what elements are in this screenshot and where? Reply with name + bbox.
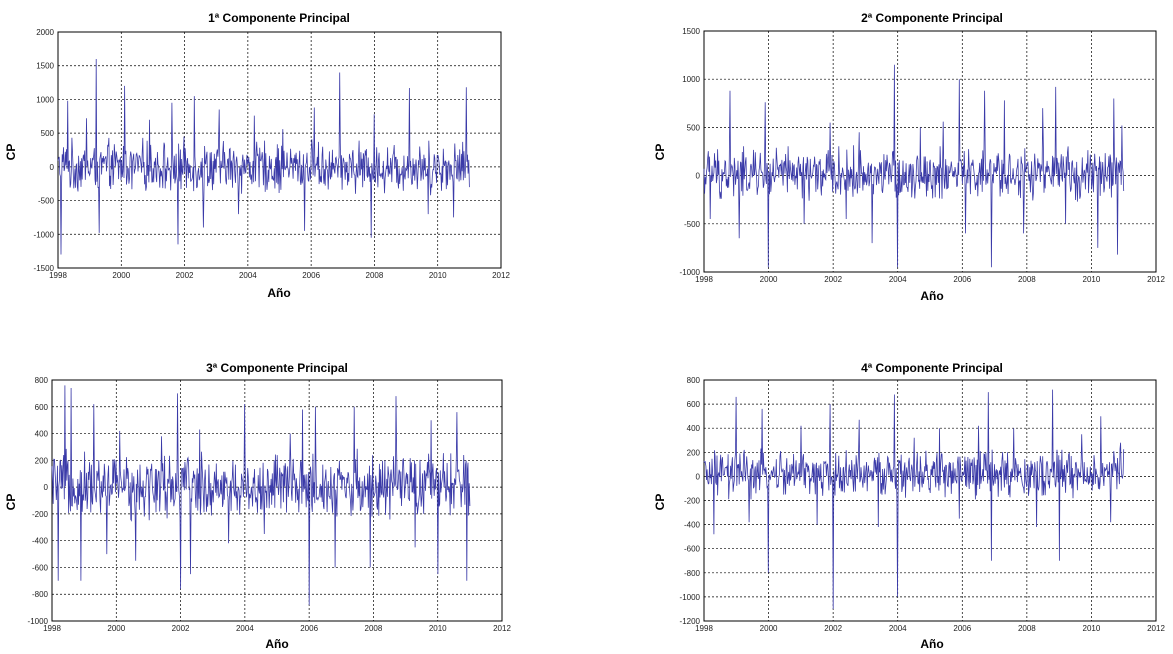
y-tick-label: 600 (687, 400, 701, 409)
x-tick-label: 2008 (1018, 275, 1036, 284)
x-tick-label: 2008 (1018, 624, 1036, 633)
y-tick-label: 200 (35, 456, 49, 465)
series-line (703, 389, 1125, 609)
chart-3-xlabel: Año (265, 637, 288, 651)
chart-3-title: 3ª Componente Principal (206, 361, 348, 375)
y-tick-label: 800 (687, 376, 701, 385)
chart-4-title: 4ª Componente Principal (861, 361, 1003, 375)
y-tick-label: 200 (687, 448, 701, 457)
y-tick-label: -500 (38, 197, 55, 206)
chart-2-xlabel: Año (920, 289, 943, 303)
x-tick-label: 2004 (236, 624, 254, 633)
x-tick-label: 2002 (172, 624, 190, 633)
y-tick-label: 400 (35, 430, 49, 439)
y-tick-label: 0 (696, 472, 701, 481)
y-tick-label: -1000 (680, 593, 701, 602)
x-tick-label: 2010 (1083, 624, 1101, 633)
x-tick-label: 2002 (176, 271, 194, 280)
x-tick-label: 2010 (429, 271, 447, 280)
x-tick-label: 2006 (953, 275, 971, 284)
y-tick-label: -800 (684, 569, 701, 578)
x-tick-label: 2000 (760, 275, 778, 284)
y-tick-label: 500 (41, 129, 55, 138)
x-tick-label: 2008 (365, 624, 383, 633)
x-tick-label: 2006 (300, 624, 318, 633)
x-tick-label: 2010 (1083, 275, 1101, 284)
x-tick-label: 2004 (239, 271, 257, 280)
y-tick-label: 400 (687, 424, 701, 433)
y-tick-label: -800 (32, 590, 49, 599)
x-tick-label: 2000 (760, 624, 778, 633)
chart-1-title: 1ª Componente Principal (208, 11, 350, 25)
y-tick-label: -200 (32, 510, 49, 519)
chart-4-xlabel: Año (920, 637, 943, 651)
y-tick-label: 600 (35, 403, 49, 412)
y-tick-label: 1000 (36, 95, 54, 104)
series-line (51, 385, 471, 605)
y-tick-label: -1500 (34, 264, 55, 273)
y-tick-label: 1500 (682, 27, 700, 36)
y-tick-label: -400 (32, 537, 49, 546)
x-tick-label: 1998 (43, 624, 61, 633)
x-tick-label: 2012 (1147, 624, 1165, 633)
y-tick-label: -1200 (680, 617, 701, 626)
plot-area (57, 31, 502, 269)
chart-4-svg: 4ª Componente Principal Año CP 1998 2000 2… (653, 361, 1165, 651)
chart-panel-1: 1ª Componente Principal Año CP 1998 2000 2… (0, 0, 540, 310)
chart-panel-4: 4ª Componente Principal Año CP 1998 2000 2… (650, 354, 1170, 654)
x-tick-label: 2006 (302, 271, 320, 280)
x-tick-label: 2008 (366, 271, 384, 280)
y-tick-label: 0 (696, 172, 701, 181)
x-tick-label: 2012 (1147, 275, 1165, 284)
chart-1-ylabel: CP (4, 144, 18, 161)
y-tick-label: -500 (684, 220, 701, 229)
y-tick-label: 800 (35, 376, 49, 385)
chart-panel-3: 3ª Componente Principal Año CP 1998 2000 2… (0, 354, 540, 654)
y-tick-label: 2000 (36, 28, 54, 37)
x-tick-label: 2012 (493, 624, 511, 633)
y-tick-label: -1000 (28, 617, 49, 626)
y-tick-label: 0 (50, 163, 55, 172)
x-tick-label: 1998 (695, 624, 713, 633)
series-line (57, 58, 470, 255)
chart-panel-2: 2ª Componente Principal Año CP 1998 2000 2… (650, 0, 1170, 310)
plot-area (51, 379, 503, 622)
chart-4-ylabel: CP (653, 494, 667, 511)
chart-2-svg: 2ª Componente Principal Año CP 1998 2000 2… (653, 11, 1165, 303)
x-tick-label: 2006 (953, 624, 971, 633)
chart-1-xlabel: Año (267, 286, 290, 300)
x-tick-label: 2004 (889, 275, 907, 284)
y-tick-label: -200 (684, 497, 701, 506)
y-tick-label: 1000 (682, 75, 700, 84)
y-tick-label: -1000 (680, 268, 701, 277)
y-tick-label: -1000 (34, 230, 55, 239)
y-tick-label: 500 (687, 123, 701, 132)
y-tick-label: -600 (684, 545, 701, 554)
chart-1-svg: 1ª Componente Principal Año CP 1998 2000 2… (4, 11, 510, 300)
x-tick-label: 2010 (429, 624, 447, 633)
series-line (703, 64, 1125, 268)
x-tick-label: 1998 (49, 271, 67, 280)
plot-area (703, 30, 1157, 273)
chart-2-ylabel: CP (653, 144, 667, 161)
chart-3-svg: 3ª Componente Principal Año CP 1998 2000 2… (4, 361, 511, 651)
y-tick-label: -400 (684, 521, 701, 530)
chart-2-title: 2ª Componente Principal (861, 11, 1003, 25)
chart-3-ylabel: CP (4, 494, 18, 511)
x-tick-label: 1998 (695, 275, 713, 284)
x-tick-label: 2002 (824, 624, 842, 633)
x-tick-label: 2000 (107, 624, 125, 633)
x-tick-label: 2000 (112, 271, 130, 280)
y-tick-label: 1500 (36, 62, 54, 71)
x-tick-label: 2012 (492, 271, 510, 280)
x-tick-label: 2002 (824, 275, 842, 284)
x-tick-label: 2004 (889, 624, 907, 633)
y-tick-label: -600 (32, 563, 49, 572)
y-tick-label: 0 (44, 483, 49, 492)
